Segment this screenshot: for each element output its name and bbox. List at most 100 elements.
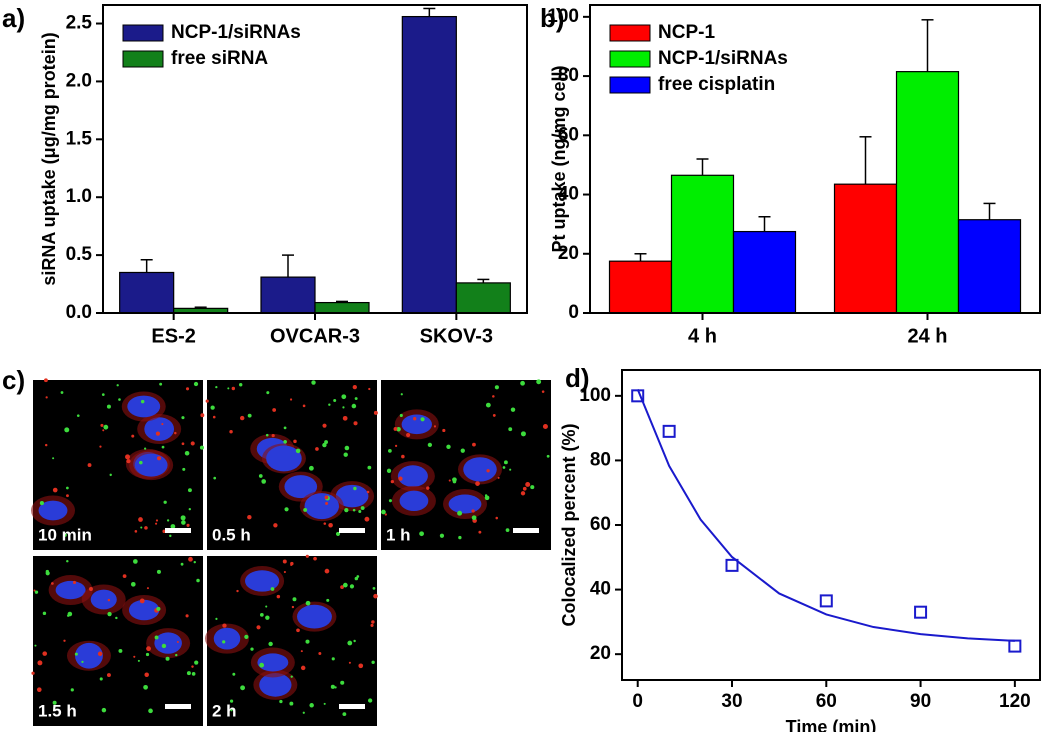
speckle (106, 673, 111, 678)
speckle (181, 416, 185, 420)
speckle (139, 598, 145, 604)
x-tick-label: 24 h (907, 325, 947, 347)
speckle (406, 432, 411, 438)
speckle (279, 699, 283, 704)
legend-swatch (609, 76, 651, 94)
scale-bar (513, 528, 539, 533)
speckle (191, 665, 194, 668)
speckle (300, 665, 306, 671)
speckle (159, 382, 163, 386)
speckle (390, 480, 395, 484)
speckle (328, 403, 331, 406)
speckle (188, 508, 191, 511)
speckle (106, 404, 111, 409)
x-tick-label: 90 (910, 691, 931, 712)
speckle (520, 491, 526, 496)
speckle (536, 379, 542, 385)
speckle (342, 406, 345, 409)
speckle (193, 560, 196, 564)
speckle (126, 458, 131, 464)
speckle (458, 535, 462, 540)
speckle (323, 522, 327, 525)
speckle (293, 439, 297, 444)
micrograph-label: 2 h (212, 701, 237, 720)
speckle (161, 445, 165, 449)
speckle (326, 598, 330, 602)
bar (833, 183, 898, 314)
speckle (258, 474, 263, 478)
speckle (133, 559, 138, 564)
speckle (354, 397, 358, 401)
legend-swatch (122, 24, 164, 42)
speckle (413, 417, 417, 421)
speckle (130, 582, 136, 587)
speckle (271, 433, 275, 438)
speckle (292, 597, 297, 602)
scale-bar (165, 704, 191, 709)
legend-label: free cisplatin (658, 74, 775, 95)
speckle (194, 660, 199, 665)
nucleus (134, 453, 168, 477)
speckle (212, 415, 216, 419)
x-tick-label: ES-2 (151, 325, 195, 347)
nucleus (154, 632, 182, 654)
speckle (66, 486, 69, 490)
speckle (182, 467, 186, 471)
bar (895, 71, 960, 314)
speckle (289, 701, 294, 706)
speckle (484, 494, 488, 497)
speckle (102, 429, 105, 432)
speckle (63, 533, 67, 537)
speckle (334, 686, 337, 689)
speckle (372, 586, 376, 590)
speckle (138, 517, 143, 522)
speckle (144, 526, 148, 530)
speckle (351, 403, 357, 409)
speckle (34, 644, 37, 647)
speckle (370, 623, 374, 627)
speckle (215, 617, 218, 620)
legend-label: free siRNA (171, 48, 268, 69)
data-point (914, 605, 928, 619)
speckle (381, 509, 386, 515)
speckle (471, 509, 475, 513)
speckle (371, 620, 375, 624)
speckle (33, 589, 36, 592)
nucleus (128, 599, 160, 621)
speckle (210, 405, 215, 410)
speckle (185, 387, 190, 391)
speckle (213, 476, 217, 480)
speckle (190, 441, 195, 446)
micrograph: 10 min (31, 378, 205, 550)
speckle (509, 468, 512, 471)
speckle (530, 485, 535, 490)
speckle (139, 460, 143, 465)
nucleus (259, 673, 292, 697)
speckle (494, 385, 499, 390)
speckle (401, 454, 405, 459)
speckle (161, 423, 164, 426)
speckle (315, 447, 319, 451)
speckle (88, 587, 93, 591)
speckle (76, 414, 80, 417)
nucleus (297, 604, 332, 629)
speckle (74, 652, 78, 656)
data-point (1008, 639, 1022, 653)
speckle (427, 442, 433, 448)
speckle (72, 580, 77, 585)
speckle (291, 605, 295, 609)
speckle (354, 576, 359, 581)
y-tick-label: 1.0 (66, 186, 92, 207)
speckle (165, 656, 170, 661)
speckle (305, 639, 310, 644)
nucleus (463, 457, 497, 482)
speckle (134, 530, 138, 533)
speckle (188, 556, 193, 562)
speckle (347, 640, 353, 646)
speckle (309, 703, 314, 708)
speckle (180, 562, 184, 566)
speckle (154, 635, 159, 640)
bar (119, 271, 175, 314)
speckle (478, 530, 482, 534)
